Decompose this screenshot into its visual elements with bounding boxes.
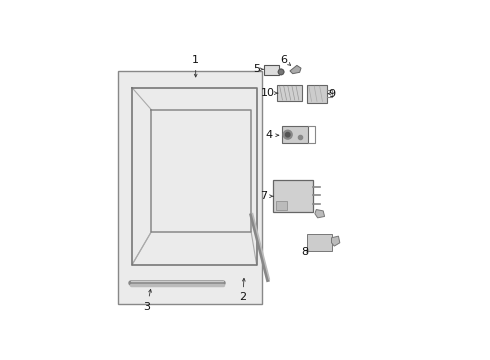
Bar: [264, 64, 279, 75]
Circle shape: [286, 132, 290, 137]
Polygon shape: [290, 66, 301, 74]
Polygon shape: [315, 210, 324, 218]
Circle shape: [283, 130, 292, 139]
Text: 5: 5: [253, 64, 263, 74]
Polygon shape: [332, 236, 340, 246]
Text: 10: 10: [261, 88, 278, 98]
Bar: [118, 71, 262, 304]
Text: 6: 6: [280, 55, 291, 66]
Bar: [282, 126, 308, 143]
Text: 2: 2: [239, 278, 246, 302]
Text: 3: 3: [144, 289, 151, 311]
Circle shape: [278, 69, 284, 75]
Bar: [275, 201, 287, 210]
Text: 7: 7: [261, 191, 273, 201]
Bar: [307, 234, 332, 251]
Bar: [277, 85, 302, 102]
Bar: [307, 85, 327, 103]
Text: 8: 8: [302, 247, 309, 257]
Text: 4: 4: [266, 130, 279, 140]
Bar: [273, 180, 314, 212]
Text: 9: 9: [328, 89, 335, 99]
Text: 1: 1: [192, 55, 199, 77]
